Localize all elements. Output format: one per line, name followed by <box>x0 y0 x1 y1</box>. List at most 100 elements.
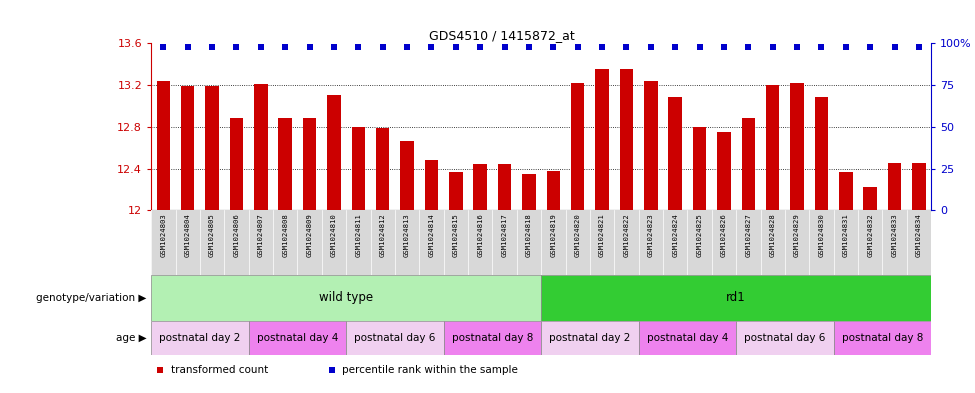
Bar <box>249 321 346 355</box>
Text: age ▶: age ▶ <box>116 333 146 343</box>
Title: GDS4510 / 1415872_at: GDS4510 / 1415872_at <box>429 29 575 42</box>
Point <box>228 44 244 50</box>
Bar <box>541 275 931 321</box>
Point <box>277 44 292 50</box>
Text: GSM1024819: GSM1024819 <box>550 214 557 257</box>
Text: GSM1024804: GSM1024804 <box>184 214 191 257</box>
Text: GSM1024827: GSM1024827 <box>745 214 752 257</box>
Text: GSM1024814: GSM1024814 <box>428 214 435 257</box>
Text: GSM1024818: GSM1024818 <box>526 214 532 257</box>
Point <box>911 44 926 50</box>
Text: GSM1024809: GSM1024809 <box>306 214 313 257</box>
Text: GSM1024821: GSM1024821 <box>599 214 605 257</box>
Text: GSM1024830: GSM1024830 <box>818 214 825 257</box>
Point <box>496 44 513 50</box>
Text: GSM1024815: GSM1024815 <box>452 214 459 257</box>
Text: GSM1024813: GSM1024813 <box>404 214 410 257</box>
Bar <box>303 118 316 210</box>
Text: postnatal day 8: postnatal day 8 <box>841 333 923 343</box>
Point <box>156 44 172 50</box>
Text: GSM1024829: GSM1024829 <box>794 214 800 257</box>
Point <box>400 44 415 50</box>
Text: transformed count: transformed count <box>171 365 268 375</box>
Bar <box>206 86 218 210</box>
Text: rd1: rd1 <box>726 291 746 304</box>
Bar <box>376 128 389 210</box>
Text: postnatal day 8: postnatal day 8 <box>451 333 533 343</box>
Bar <box>913 163 925 210</box>
Text: postnatal day 4: postnatal day 4 <box>256 333 338 343</box>
Bar <box>230 118 243 210</box>
Text: GSM1024807: GSM1024807 <box>257 214 264 257</box>
Bar <box>864 187 877 210</box>
Point <box>472 44 488 50</box>
Point <box>838 44 854 50</box>
Bar <box>449 172 462 210</box>
Text: GSM1024806: GSM1024806 <box>233 214 240 257</box>
Bar <box>254 84 267 210</box>
Bar <box>181 86 194 210</box>
Text: postnatal day 2: postnatal day 2 <box>549 333 631 343</box>
Text: GSM1024834: GSM1024834 <box>916 214 922 257</box>
Bar <box>839 172 852 210</box>
Bar <box>352 127 365 210</box>
Text: postnatal day 6: postnatal day 6 <box>354 333 436 343</box>
Bar <box>444 321 541 355</box>
Text: GSM1024805: GSM1024805 <box>209 214 215 257</box>
Bar <box>425 160 438 210</box>
Bar <box>401 141 413 210</box>
Bar <box>571 83 584 210</box>
Bar <box>742 118 755 210</box>
Text: GSM1024811: GSM1024811 <box>355 214 362 257</box>
Point <box>569 44 585 50</box>
Text: GSM1024824: GSM1024824 <box>672 214 679 257</box>
Text: GSM1024817: GSM1024817 <box>501 214 508 257</box>
Text: postnatal day 6: postnatal day 6 <box>744 333 826 343</box>
Text: GSM1024828: GSM1024828 <box>769 214 776 257</box>
Text: GSM1024812: GSM1024812 <box>379 214 386 257</box>
Bar <box>791 83 803 210</box>
Point <box>205 44 220 50</box>
Bar <box>834 321 931 355</box>
Point <box>887 44 903 50</box>
Bar <box>328 95 340 210</box>
Point <box>521 44 536 50</box>
Bar <box>815 97 828 210</box>
Point <box>302 44 318 50</box>
Bar <box>151 321 249 355</box>
Bar <box>639 321 736 355</box>
Text: GSM1024833: GSM1024833 <box>891 214 898 257</box>
Text: GSM1024803: GSM1024803 <box>160 214 167 257</box>
Bar <box>888 163 901 210</box>
Bar <box>547 171 560 210</box>
Point <box>667 44 682 50</box>
Point <box>741 44 757 50</box>
Point <box>325 367 340 373</box>
Point <box>644 44 659 50</box>
Text: postnatal day 4: postnatal day 4 <box>646 333 728 343</box>
Text: GSM1024820: GSM1024820 <box>574 214 581 257</box>
Bar <box>279 118 292 210</box>
Bar <box>718 132 730 210</box>
Point <box>423 44 439 50</box>
Bar <box>151 275 541 321</box>
Point <box>764 44 780 50</box>
Point <box>448 44 464 50</box>
Bar <box>693 127 706 210</box>
Bar <box>541 321 639 355</box>
Bar <box>644 81 657 210</box>
Bar <box>620 69 633 210</box>
Bar <box>523 174 535 210</box>
Point <box>254 44 269 50</box>
Point <box>618 44 634 50</box>
Text: GSM1024832: GSM1024832 <box>867 214 874 257</box>
Text: postnatal day 2: postnatal day 2 <box>159 333 241 343</box>
Point <box>716 44 731 50</box>
Text: GSM1024822: GSM1024822 <box>623 214 630 257</box>
Text: percentile rank within the sample: percentile rank within the sample <box>342 365 518 375</box>
Text: GSM1024808: GSM1024808 <box>282 214 289 257</box>
Point <box>374 44 390 50</box>
Text: GSM1024810: GSM1024810 <box>331 214 337 257</box>
Text: GSM1024831: GSM1024831 <box>842 214 849 257</box>
Text: GSM1024826: GSM1024826 <box>721 214 727 257</box>
